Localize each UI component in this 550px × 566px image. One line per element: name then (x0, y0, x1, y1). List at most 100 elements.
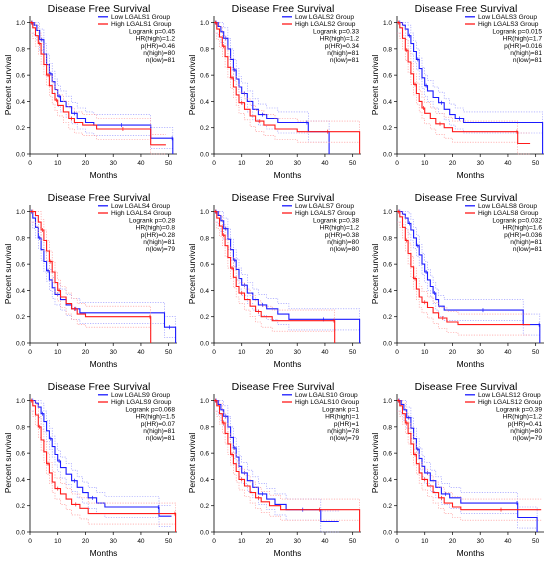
legend-label-low: Low LGALS2 Group (295, 14, 354, 21)
y-tick-label: 0.2 (199, 314, 208, 321)
stat-line: n(low)=81 (146, 57, 175, 64)
stat-line: p(HR)=0.46 (141, 43, 176, 50)
chart-title: Disease Free Survival (415, 192, 518, 204)
y-tick-label: 0.4 (16, 477, 25, 484)
survival-curve-low (397, 211, 541, 343)
km-panel-8: Disease Free Survival 0.0 0.2 0.4 0.6 0.8 1.0 0… (187, 381, 361, 558)
survival-curve-high (213, 211, 335, 343)
x-axis-label: Months (457, 548, 485, 558)
ci-band-high (30, 410, 176, 532)
y-tick-label: 0.6 (383, 73, 392, 80)
x-tick-label: 10 (421, 538, 429, 545)
x-tick-label: 20 (265, 160, 273, 167)
x-tick-label: 0 (28, 538, 32, 545)
y-tick-label: 0.0 (199, 152, 208, 159)
y-tick-label: 1.0 (16, 398, 25, 405)
y-tick-label: 1.0 (199, 20, 208, 27)
ci-band-high (213, 400, 360, 522)
stat-line: n(high)=81 (143, 239, 175, 246)
y-tick-label: 1.0 (16, 209, 25, 216)
y-tick-label: 0.2 (383, 125, 392, 132)
km-panel-1: Disease Free Survival 0.0 0.2 0.4 0.6 0.8 1.0 0… (3, 3, 177, 180)
km-panel-9: Disease Free Survival 0.0 0.2 0.4 0.6 0.8 1.0 0… (370, 381, 544, 558)
stat-line: HR(high)=1.2 (503, 414, 543, 421)
stat-line: HR(high)=1.6 (503, 225, 543, 232)
y-tick-label: 0.8 (383, 235, 392, 242)
ci-band-high (213, 211, 335, 333)
y-axis-label: Percent survival (3, 244, 13, 305)
legend-label-high: High LGALS10 Group (295, 399, 359, 406)
survival-curve-high (397, 400, 542, 511)
ci-band-low (30, 22, 174, 144)
stat-line: HR(high)=1.2 (319, 36, 359, 43)
legend-label-high: High LGALS12 Group (478, 399, 542, 406)
y-tick-label: 0.8 (383, 46, 392, 53)
stat-line: HR(high)=1.7 (503, 36, 543, 43)
y-tick-label: 0.6 (383, 262, 392, 269)
y-tick-label: 0.6 (199, 262, 208, 269)
y-axis-label: Percent survival (370, 433, 380, 494)
stat-line: n(high)=80 (327, 239, 359, 246)
legend-label-low: Low LGALS9 Group (111, 392, 170, 399)
stat-line: Logrank p=0.38 (312, 217, 358, 224)
legend-label-high: High LGALS9 Group (111, 399, 172, 406)
stat-line: p(HR)=0.28 (141, 232, 176, 239)
ci-band-high (30, 22, 166, 135)
survival-curve-high (30, 400, 177, 532)
x-tick-label: 30 (477, 349, 485, 356)
x-axis-label: Months (90, 170, 118, 180)
km-panel-4: Disease Free Survival 0.0 0.2 0.4 0.6 0.8 1.0 0… (3, 192, 177, 369)
x-tick-label: 30 (477, 160, 485, 167)
ci-band-high (397, 22, 531, 134)
x-tick-label: 40 (504, 538, 512, 545)
legend-label-low: Low LGALS1 Group (111, 14, 170, 21)
stat-line: Logrank p=0.45 (129, 28, 175, 35)
y-tick-label: 0.8 (16, 424, 25, 431)
y-tick-label: 0.0 (16, 530, 25, 537)
y-tick-label: 0.2 (16, 503, 25, 510)
y-tick-label: 0.6 (383, 451, 392, 458)
x-tick-label: 30 (110, 160, 118, 167)
x-axis-label: Months (457, 170, 485, 180)
x-tick-label: 10 (54, 349, 62, 356)
y-tick-label: 0.2 (199, 125, 208, 132)
y-tick-label: 0.2 (16, 314, 25, 321)
y-tick-label: 0.2 (199, 503, 208, 510)
y-axis-label: Percent survival (187, 244, 197, 305)
x-tick-label: 20 (82, 349, 90, 356)
ci-band-high (213, 221, 335, 343)
x-tick-label: 40 (321, 160, 329, 167)
stat-line: n(high)=81 (510, 239, 542, 246)
stat-line: n(low)=79 (329, 435, 358, 442)
y-tick-label: 0.2 (16, 125, 25, 132)
survival-curve-low (30, 211, 177, 343)
survival-curve-high (30, 211, 152, 343)
x-tick-label: 30 (293, 538, 301, 545)
stat-line: Logrank p=1 (322, 406, 359, 413)
x-tick-label: 10 (421, 160, 429, 167)
stat-line: n(low)=81 (513, 57, 542, 64)
x-tick-label: 40 (504, 160, 512, 167)
x-tick-label: 0 (28, 349, 32, 356)
x-tick-label: 10 (238, 349, 246, 356)
x-axis-label: Months (90, 548, 118, 558)
x-tick-label: 20 (449, 349, 457, 356)
y-tick-label: 0.4 (199, 288, 208, 295)
stat-line: Logrank p=0.39 (496, 406, 542, 413)
y-tick-label: 1.0 (199, 398, 208, 405)
x-tick-label: 0 (395, 538, 399, 545)
ci-band-high (213, 22, 360, 144)
x-tick-label: 50 (532, 349, 540, 356)
legend-label-low: Low LGALS7 Group (295, 203, 354, 210)
x-tick-label: 30 (293, 160, 301, 167)
stat-line: HR(high)=1.5 (136, 414, 176, 421)
stat-line: n(high)=80 (510, 428, 542, 435)
stat-line: n(low)=79 (513, 435, 542, 442)
x-tick-label: 0 (395, 349, 399, 356)
stat-line: n(high)=81 (327, 50, 359, 57)
x-tick-label: 30 (293, 349, 301, 356)
survival-curve-high (397, 211, 531, 326)
x-tick-label: 30 (110, 349, 118, 356)
stat-line: n(low)=79 (146, 246, 175, 253)
